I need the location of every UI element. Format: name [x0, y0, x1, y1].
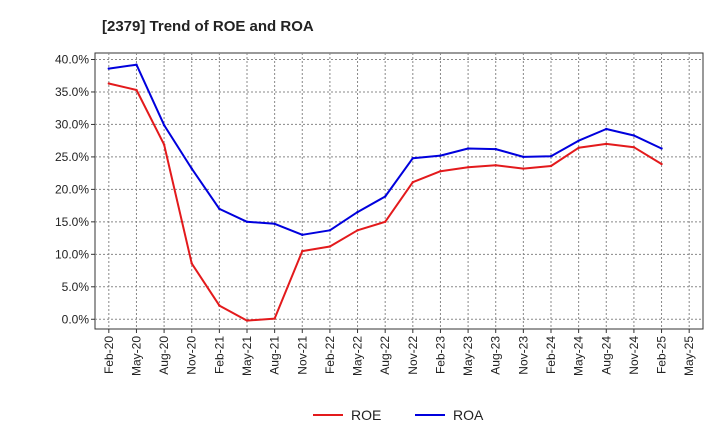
data-point-roa [411, 157, 415, 160]
x-tick-label: Feb-22 [323, 336, 337, 374]
y-tick-label: 20.0% [55, 182, 89, 196]
data-point-roa [494, 147, 497, 151]
x-tick-label: Feb-24 [544, 336, 558, 374]
data-point-roa [466, 147, 470, 150]
data-point-roa [549, 155, 553, 158]
data-point-roa [218, 207, 221, 211]
data-point-roa [301, 233, 304, 237]
x-tick-label: Aug-21 [268, 336, 282, 375]
data-point-roa [522, 155, 525, 159]
x-tick-label: Aug-20 [157, 336, 171, 375]
legend-label-roe: ROE [351, 407, 381, 423]
data-point-roe [466, 166, 470, 169]
data-point-roa [356, 210, 359, 214]
x-tick-label: May-20 [129, 336, 143, 376]
data-point-roa [273, 222, 276, 225]
data-point-roe [549, 164, 553, 168]
x-tick-label: Feb-23 [433, 336, 447, 374]
y-tick-label: 35.0% [55, 85, 89, 99]
data-point-roa [190, 167, 193, 170]
x-tick-label: May-24 [572, 336, 586, 376]
legend-label-roa: ROA [453, 407, 484, 423]
x-tick-label: Nov-23 [516, 336, 530, 375]
x-tick-label: Aug-22 [378, 336, 392, 375]
data-point-roe [522, 167, 525, 170]
data-point-roa [328, 229, 332, 232]
y-tick-label: 5.0% [62, 280, 90, 294]
x-tick-label: Nov-20 [185, 336, 199, 375]
x-axis-ticks: Feb-20 May-20 Aug-20 Nov-20 Feb-21 May-21 Aug-… [102, 329, 696, 376]
data-point-roa [162, 123, 166, 127]
data-point-roe [218, 304, 221, 307]
y-tick-label: 10.0% [55, 247, 89, 261]
chart-title: [2379] Trend of ROE and ROA [102, 18, 314, 35]
data-point-roe [162, 143, 166, 146]
data-point-roe [245, 319, 249, 322]
data-point-roe [605, 142, 608, 146]
grid-lines [95, 53, 703, 329]
x-tick-label: Feb-25 [655, 336, 669, 374]
data-point-roe [135, 88, 138, 92]
data-point-roe [439, 169, 442, 173]
data-point-roe [577, 146, 580, 150]
x-tick-label: Nov-24 [627, 336, 641, 375]
y-tick-label: 40.0% [55, 52, 89, 66]
x-tick-label: May-22 [351, 336, 365, 376]
y-tick-label: 25.0% [55, 150, 89, 164]
x-tick-label: Aug-24 [599, 336, 613, 375]
y-tick-label: 15.0% [55, 215, 89, 229]
data-point-roa [632, 134, 636, 137]
data-point-roe [632, 145, 636, 149]
x-tick-label: Nov-21 [295, 336, 309, 375]
y-tick-label: 0.0% [62, 312, 90, 326]
data-point-roe [273, 317, 276, 320]
x-tick-label: May-23 [461, 336, 475, 376]
data-point-roe [107, 82, 111, 85]
data-point-roa [135, 63, 138, 66]
x-tick-label: May-25 [682, 336, 696, 376]
y-tick-label: 30.0% [55, 117, 89, 131]
data-point-roa [245, 220, 249, 224]
data-point-roe [301, 249, 304, 253]
data-point-roa [605, 127, 608, 131]
x-tick-label: Aug-23 [489, 336, 503, 375]
data-point-roa [107, 67, 111, 70]
x-tick-label: Feb-20 [102, 336, 116, 374]
data-point-roe [190, 262, 193, 265]
data-point-roa [383, 195, 387, 198]
x-tick-label: Nov-22 [406, 336, 420, 375]
legend: ROE ROA [313, 407, 484, 423]
data-point-roe [356, 229, 359, 232]
x-tick-label: May-21 [240, 336, 254, 376]
y-axis-ticks: 0.0% 5.0% 10.0% 15.0% 20.0% 25.0% 30.0% 35.0% 40… [55, 52, 95, 326]
plot-area [94, 52, 704, 330]
data-point-roe [328, 245, 332, 248]
data-point-roe [660, 162, 663, 166]
data-point-roe [494, 164, 497, 167]
data-point-roe [383, 220, 387, 224]
series-lines [107, 63, 663, 322]
x-tick-label: Feb-21 [212, 336, 226, 374]
data-point-roe [411, 181, 415, 184]
data-point-roa [660, 147, 663, 150]
data-point-roa [439, 154, 442, 157]
data-point-roa [577, 139, 580, 142]
